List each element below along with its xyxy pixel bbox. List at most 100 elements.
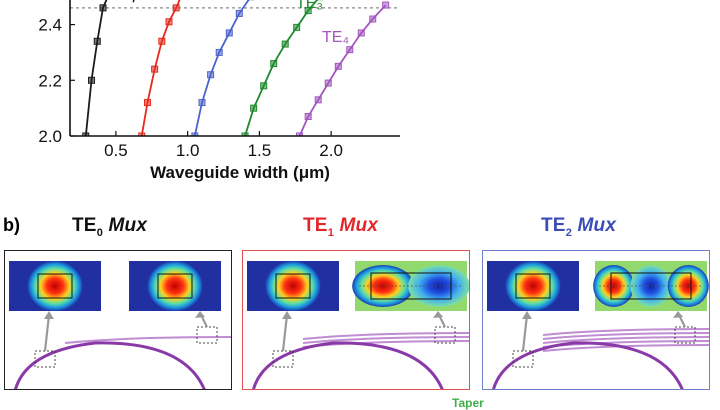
- panel-title-te1: TE1 Mux: [303, 215, 378, 239]
- y-tick-label-0: 2.0: [38, 127, 62, 146]
- x-tick-label-0: 0.5: [104, 141, 128, 160]
- series-3-point-1: [250, 104, 258, 112]
- panel-title-te2-mux: Mux: [577, 215, 617, 236]
- y-tick-label-2: 2.4: [38, 16, 62, 35]
- series-1-point-4: [165, 18, 173, 26]
- arrowhead-left: [44, 311, 54, 319]
- series-1: [138, 0, 181, 136]
- series-4-point-2: [314, 96, 322, 104]
- bus-waveguide-0: [302, 332, 469, 340]
- waveguide-core-left: [515, 273, 551, 299]
- series-2-point-3: [215, 48, 223, 56]
- y-tick-label-1: 2.2: [38, 71, 62, 90]
- series-4-point-0: [296, 132, 304, 136]
- panel-title-te0: TE0 Mux: [72, 215, 147, 239]
- panel-title-te1-sub: 1: [327, 226, 335, 239]
- panel-title-te0-sub: 0: [96, 226, 104, 239]
- arrow-left: [521, 314, 529, 352]
- series-2-point-0: [191, 132, 199, 136]
- series-3: [241, 0, 324, 136]
- panel-title-te2: TE2 Mux: [541, 215, 616, 239]
- panel-title-te0-mux: Mux: [108, 215, 148, 236]
- series-0-point-3: [99, 4, 107, 12]
- series-2-line: [193, 0, 250, 136]
- series-4: [296, 1, 390, 136]
- series-4-point-8: [382, 1, 390, 9]
- x-axis-label: Waveguide width (μm): [150, 163, 330, 182]
- bus-waveguide-2: [542, 336, 709, 344]
- annotation-slash: [132, 0, 135, 3]
- series-3-point-2: [260, 82, 268, 90]
- panel-label-b: b): [3, 215, 20, 235]
- series-0-point-1: [88, 76, 96, 84]
- x-tick-label-2: 1.5: [248, 141, 272, 160]
- series-3-point-0: [241, 132, 249, 136]
- panel-drawing-0: [9, 261, 231, 389]
- series-1-point-0: [138, 132, 146, 136]
- taper-label: Taper: [452, 396, 484, 410]
- arrowhead-right: [673, 311, 683, 318]
- series-2: [191, 0, 255, 136]
- mode-lobe-left: [265, 261, 321, 311]
- series-1-point-1: [143, 99, 151, 107]
- series-2-point-4: [225, 29, 233, 37]
- panel-title-te2-name: TE: [541, 215, 566, 236]
- arc-waveguide: [14, 341, 206, 389]
- series-4-line: [298, 4, 387, 136]
- series-3-point-5: [293, 23, 301, 31]
- mode-lobe-left: [27, 261, 83, 311]
- panel-drawing-2: [487, 261, 709, 389]
- bus-waveguide-1: [302, 336, 469, 344]
- series-2-point-5: [235, 9, 243, 17]
- series-1-line: [140, 0, 181, 136]
- series-0-point-0: [82, 132, 90, 136]
- label-te4: TE₄: [322, 29, 349, 46]
- panel-title-te0-name: TE: [72, 215, 97, 236]
- series-2-point-2: [207, 71, 215, 79]
- series-3-point-3: [270, 60, 278, 68]
- x-tick-label-1: 1.0: [176, 141, 200, 160]
- waveguide-core-left: [275, 273, 311, 299]
- bus-waveguide-0: [542, 328, 709, 336]
- x-tick-label-3: 2.0: [319, 141, 343, 160]
- series-1-point-3: [158, 37, 166, 45]
- panel-drawing-1: [247, 261, 469, 389]
- panel-title-te1-mux: Mux: [339, 215, 379, 236]
- te0-mux-panel: [4, 250, 232, 390]
- series-0-point-2: [93, 37, 101, 45]
- arrowhead-left: [282, 311, 292, 319]
- mode-lobe-left: [505, 261, 561, 311]
- label-te3: TE₃: [296, 0, 323, 12]
- series-3-line: [244, 0, 319, 136]
- series-3-point-4: [281, 40, 289, 48]
- series-4-point-4: [334, 62, 342, 70]
- panel-title-te2-sub: 2: [565, 226, 573, 239]
- mode-lobe-right-1: [408, 265, 469, 307]
- series-1-point-2: [151, 65, 159, 73]
- series-4-point-1: [304, 113, 312, 120]
- series-4-point-5: [346, 46, 354, 54]
- arc-waveguide: [492, 341, 684, 389]
- arrow-left: [281, 314, 289, 352]
- bus-waveguide-0: [64, 336, 231, 344]
- series-4-point-7: [369, 15, 377, 23]
- arrowhead-left: [522, 311, 532, 319]
- mode-lobe-right: [147, 261, 203, 311]
- arrowhead-right: [195, 311, 205, 318]
- panel-title-te1-name: TE: [303, 215, 328, 236]
- waveguide-core-right: [157, 273, 193, 299]
- monitor-box-right: [196, 326, 218, 344]
- series-4-point-6: [357, 29, 365, 37]
- waveguide-core-left: [37, 273, 73, 299]
- series-2-point-1: [198, 99, 206, 107]
- arc-waveguide: [252, 341, 444, 389]
- arrowhead-right: [433, 311, 443, 318]
- mode-index-chart: TE₃ TE₄ 2.0 2.2 2.4 0.5 1.0 1.5 2.0 Waveguide wid…: [38, 0, 400, 182]
- series-0-line: [84, 0, 108, 136]
- te2-mux-panel: [482, 250, 710, 390]
- series-4-point-3: [324, 79, 332, 87]
- series-1-point-5: [172, 4, 180, 12]
- series-3-point-6: [304, 7, 312, 15]
- bus-waveguide-1: [542, 332, 709, 340]
- series-0: [82, 0, 108, 136]
